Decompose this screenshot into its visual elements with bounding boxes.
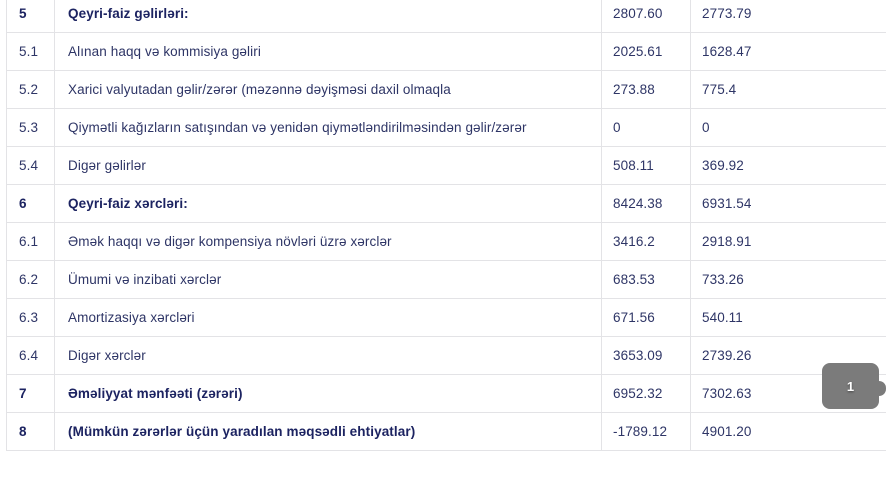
- row-value2-cell: 0: [702, 120, 710, 135]
- table-row: 8 (Mümkün zərərlər üçün yaradılan məqsəd…: [7, 413, 886, 451]
- row-label-cell: (Mümkün zərərlər üçün yaradılan məqsədli…: [55, 413, 602, 450]
- row-value2-cell: 540.11: [702, 310, 743, 325]
- row-number-cell: 5.3: [7, 109, 55, 146]
- row-value2-cell: 2739.26: [702, 348, 752, 363]
- row-label-cell: Digər xərclər: [55, 337, 602, 374]
- row-value1-cell: 671.56: [602, 299, 691, 336]
- page-indicator-label: 1: [846, 378, 855, 394]
- row-value1-cell: 2807.60: [602, 0, 691, 32]
- table-row: 5.1 Alınan haqq və kommisiya gəliri 2025…: [7, 33, 886, 71]
- table-row: 5.3 Qiymətli kağızların satışından və ye…: [7, 109, 886, 147]
- row-value1-cell: 0: [602, 109, 691, 146]
- row-number-cell: 6: [7, 185, 55, 222]
- row-number-cell: 8: [7, 413, 55, 450]
- row-number-cell: 5.1: [7, 33, 55, 70]
- row-value1-cell: 508.11: [602, 147, 691, 184]
- table-row: 5 Qeyri-faiz gəlirləri: 2807.60 2773.79: [7, 0, 886, 33]
- row-value1-cell: 2025.61: [602, 33, 691, 70]
- row-number-cell: 6.3: [7, 299, 55, 336]
- row-number-cell: 5.2: [7, 71, 55, 108]
- row-value2-cell: 2918.91: [702, 234, 752, 249]
- row-value2-cell: 775.4: [702, 82, 737, 97]
- row-number-cell: 6.4: [7, 337, 55, 374]
- row-label-cell: Qeyri-faiz gəlirləri:: [55, 0, 602, 32]
- row-number-cell: 6.2: [7, 261, 55, 298]
- row-value1-cell: 3653.09: [602, 337, 691, 374]
- row-label-cell: Amortizasiya xərcləri: [55, 299, 602, 336]
- row-value1-cell: 3416.2: [602, 223, 691, 260]
- row-value1-cell: 8424.38: [602, 185, 691, 222]
- row-value1-cell: -1789.12: [602, 413, 691, 450]
- table-row: 6.1 Əmək haqqı və digər kompensiya növlə…: [7, 223, 886, 261]
- row-number-cell: 6.1: [7, 223, 55, 260]
- row-value1-cell: 273.88: [602, 71, 691, 108]
- table-row: 5.4 Digər gəlirlər 508.11 369.92: [7, 147, 886, 185]
- row-value2-cell: 2773.79: [702, 6, 752, 21]
- row-number-cell: 5.4: [7, 147, 55, 184]
- page-indicator-badge[interactable]: 1: [822, 363, 879, 409]
- financial-table: 5 Qeyri-faiz gəlirləri: 2807.60 2773.79 …: [6, 0, 886, 451]
- row-value1-cell: 6952.32: [602, 375, 691, 412]
- table-row: 7 Əməliyyat mənfəəti (zərəri) 6952.32 73…: [7, 375, 886, 413]
- row-number-cell: 5: [7, 0, 55, 32]
- row-label-cell: Əmək haqqı və digər kompensiya növləri ü…: [55, 223, 602, 260]
- table-row: 6.2 Ümumi və inzibati xərclər 683.53 733…: [7, 261, 886, 299]
- row-value2-cell: 369.92: [702, 158, 744, 173]
- row-label-cell: Alınan haqq və kommisiya gəliri: [55, 33, 602, 70]
- row-label-cell: Digər gəlirlər: [55, 147, 602, 184]
- row-value2-cell: 1628.47: [702, 44, 752, 59]
- table-row: 5.2 Xarici valyutadan gəlir/zərər (məzən…: [7, 71, 886, 109]
- row-label-cell: Əməliyyat mənfəəti (zərəri): [55, 375, 602, 412]
- row-number-cell: 7: [7, 375, 55, 412]
- row-label-cell: Qeyri-faiz xərcləri:: [55, 185, 602, 222]
- row-label-cell: Qiymətli kağızların satışından və yenidə…: [55, 109, 602, 146]
- row-value2-cell: 6931.54: [702, 196, 752, 211]
- table-row: 6.3 Amortizasiya xərcləri 671.56 540.11: [7, 299, 886, 337]
- row-label-cell: Xarici valyutadan gəlir/zərər (məzənnə d…: [55, 71, 602, 108]
- row-label-cell: Ümumi və inzibati xərclər: [55, 261, 602, 298]
- row-value2-cell: 733.26: [702, 272, 744, 287]
- row-value1-cell: 683.53: [602, 261, 691, 298]
- row-value2-cell: 7302.63: [702, 386, 752, 401]
- table-row: 6.4 Digər xərclər 3653.09 2739.26: [7, 337, 886, 375]
- row-value2-cell: 4901.20: [702, 424, 752, 439]
- table-row: 6 Qeyri-faiz xərcləri: 8424.38 6931.54: [7, 185, 886, 223]
